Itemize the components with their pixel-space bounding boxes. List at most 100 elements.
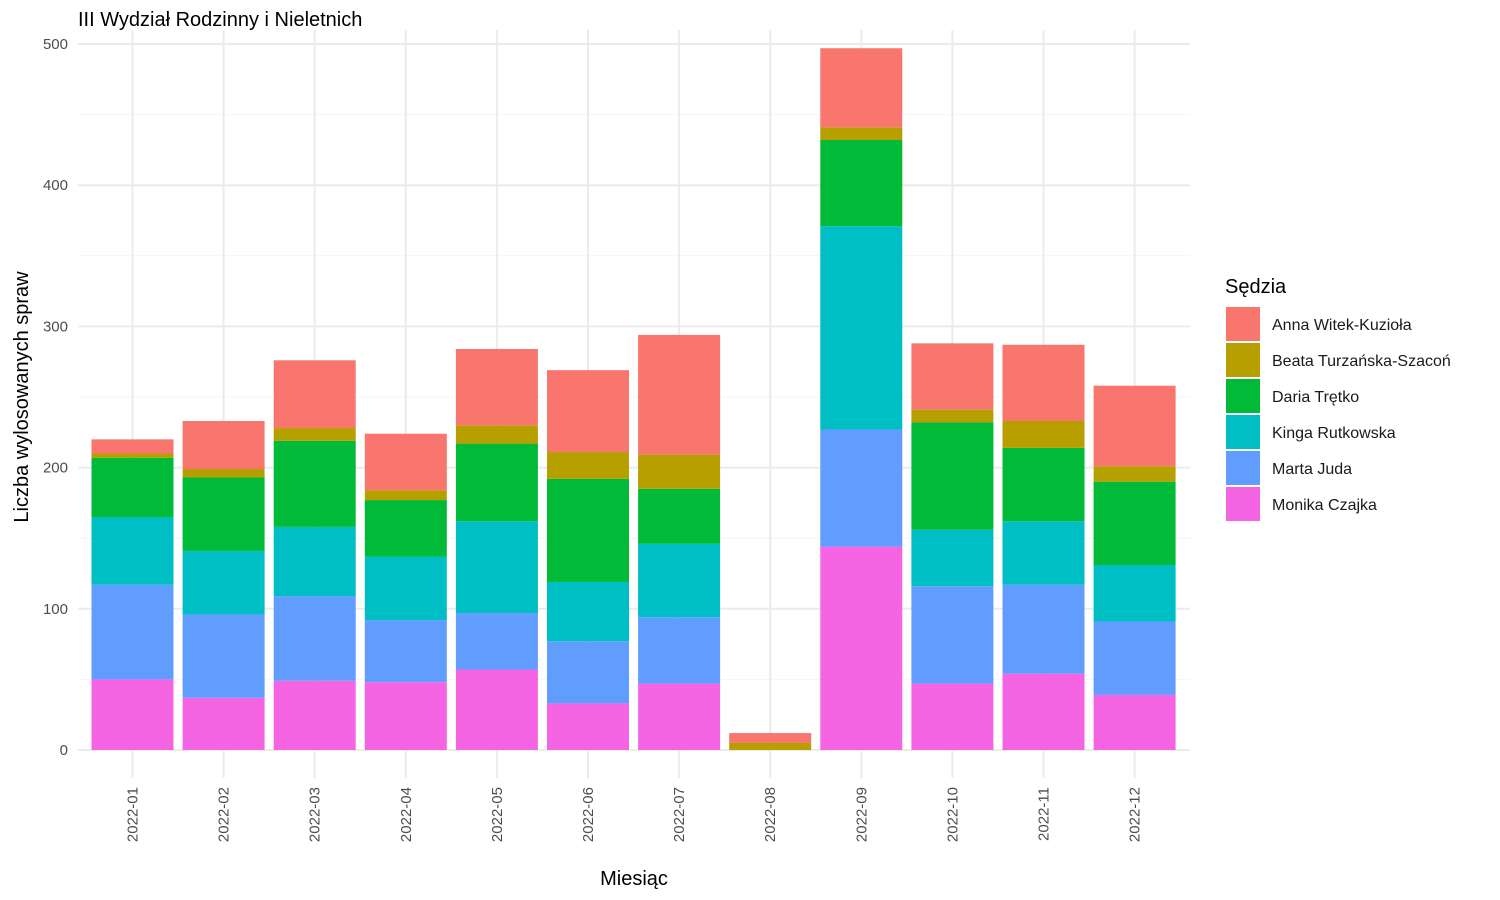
- bar-segment: [911, 409, 994, 423]
- bar-segment: [91, 453, 174, 458]
- bar-segment: [1093, 466, 1176, 482]
- bar-segment: [1002, 447, 1085, 522]
- bar-segment: [1002, 521, 1085, 585]
- bar-segment: [1093, 481, 1176, 566]
- bar-segment: [455, 613, 538, 670]
- bar-segment: [547, 641, 629, 704]
- x-tick-label: 2022-07: [671, 787, 688, 842]
- bar-segment: [729, 733, 812, 743]
- y-tick-label: 0: [60, 742, 68, 759]
- bar-segment: [638, 334, 721, 455]
- bar-segment: [182, 697, 265, 750]
- bar-segment: [273, 680, 356, 750]
- bar-segment: [911, 586, 994, 684]
- bar-segment: [820, 48, 903, 128]
- x-tick-label: 2022-10: [944, 787, 961, 842]
- bar-segment: [91, 517, 174, 585]
- bar-segment: [455, 521, 538, 614]
- bar-segment: [1002, 584, 1085, 674]
- x-axis-ticks: 2022-01 2022-02 2022-03 2022-04 2022-05 2022-…: [125, 787, 1144, 842]
- legend-label: Daria Trętko: [1272, 389, 1359, 406]
- bar-segment: [911, 422, 994, 530]
- x-tick-label: 2022-11: [1036, 787, 1053, 841]
- bar-segment: [911, 683, 994, 750]
- legend-swatch: [1226, 343, 1260, 377]
- legend: Sędzia Anna Witek-Kuzioła Beata Turzańska…: [1225, 276, 1451, 521]
- bar-segment: [1002, 673, 1085, 750]
- x-tick-label: 2022-06: [580, 787, 597, 842]
- bar-segment: [364, 682, 447, 750]
- bar-segment: [547, 581, 629, 642]
- y-tick-label: 100: [43, 601, 68, 618]
- bar-segment: [364, 620, 447, 683]
- bar-segment: [455, 443, 538, 522]
- x-tick-label: 2022-05: [489, 787, 506, 842]
- bar-segment: [638, 683, 721, 750]
- bar-segment: [455, 348, 538, 426]
- bar-segment: [455, 669, 538, 750]
- bar-segment: [638, 617, 721, 684]
- legend-label: Monika Czajka: [1272, 497, 1377, 514]
- bar-segment: [547, 370, 629, 453]
- legend-title: Sędzia: [1225, 276, 1287, 298]
- legend-label: Kinga Rutkowska: [1272, 425, 1396, 442]
- y-tick-label: 500: [43, 36, 68, 53]
- chart-title: III Wydział Rodzinny i Nieletnich: [78, 9, 362, 31]
- legend-swatch: [1226, 487, 1260, 521]
- bar-segment: [820, 429, 903, 547]
- legend-label: Beata Turzańska-Szacoń: [1272, 353, 1451, 370]
- bar-segment: [273, 526, 356, 597]
- bar-segment: [1093, 385, 1176, 467]
- bar-segment: [1002, 344, 1085, 422]
- bar-segment: [182, 477, 265, 551]
- bar-segment: [638, 543, 721, 618]
- bar-segment: [364, 556, 447, 621]
- x-tick-label: 2022-04: [398, 787, 415, 842]
- bar-segment: [364, 433, 447, 491]
- bar-segment: [820, 546, 903, 750]
- y-tick-label: 300: [43, 318, 68, 335]
- y-axis-title: Liczba wylosowanych spraw: [11, 271, 33, 523]
- bar-segment: [638, 488, 721, 544]
- bar-segment: [638, 454, 721, 489]
- bar-segment: [273, 596, 356, 681]
- bar-segment: [182, 550, 265, 615]
- bar-segment: [364, 500, 447, 557]
- x-tick-label: 2022-03: [307, 787, 324, 842]
- legend-swatch: [1226, 307, 1260, 341]
- legend-label: Anna Witek-Kuzioła: [1272, 317, 1412, 334]
- bar-segment: [91, 679, 174, 750]
- x-tick-label: 2022-08: [762, 787, 779, 842]
- y-axis-ticks: 0 100 200 300 400 500: [43, 36, 68, 759]
- bar-segment: [820, 127, 903, 141]
- bar-segment: [273, 428, 356, 441]
- bar-segment: [820, 226, 903, 430]
- x-tick-label: 2022-02: [216, 787, 233, 842]
- bar-segment: [1093, 694, 1176, 750]
- legend-swatch: [1226, 415, 1260, 449]
- bar-segment: [91, 584, 174, 680]
- legend-swatch: [1226, 379, 1260, 413]
- bar-segment: [273, 440, 356, 527]
- bar-segment: [182, 614, 265, 698]
- bar-segment: [911, 529, 994, 587]
- bar-segment: [182, 421, 265, 470]
- y-tick-label: 200: [43, 460, 68, 477]
- x-axis-title: Miesiąc: [600, 868, 668, 890]
- bar-segment: [364, 490, 447, 501]
- x-tick-label: 2022-09: [853, 787, 870, 842]
- bar-segment: [1002, 421, 1085, 448]
- legend-label: Marta Juda: [1272, 461, 1352, 478]
- bars: [91, 48, 1176, 750]
- bar-segment: [820, 140, 903, 227]
- bar-segment: [91, 439, 174, 454]
- bar-segment: [547, 478, 629, 582]
- bar-segment: [547, 703, 629, 750]
- bar-segment: [91, 457, 174, 518]
- bar-segment: [182, 469, 265, 478]
- bar-segment: [547, 452, 629, 479]
- bar-segment: [729, 742, 812, 750]
- x-tick-label: 2022-12: [1127, 787, 1144, 842]
- y-tick-label: 400: [43, 177, 68, 194]
